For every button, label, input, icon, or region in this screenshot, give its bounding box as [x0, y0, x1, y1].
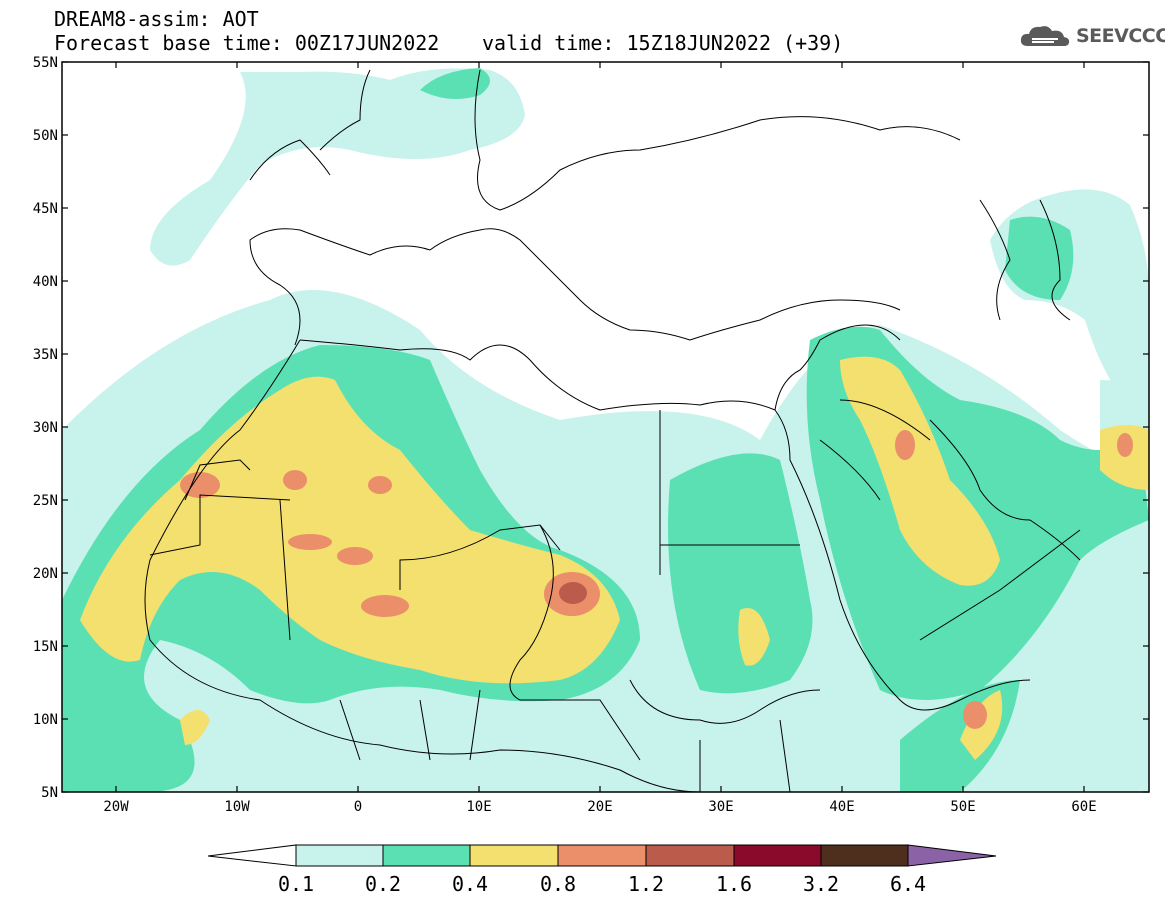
lat-label: 45N — [33, 201, 58, 217]
latitude-labels: 55N 50N 45N 40N 35N 30N 25N 20N 15N 10N … — [33, 55, 58, 801]
colorbar-segment — [469, 844, 559, 867]
lon-label: 10W — [224, 799, 250, 815]
lat-label: 35N — [33, 347, 58, 363]
lon-label: 20W — [103, 799, 129, 815]
lat-label: 20N — [33, 566, 58, 582]
lat-label: 30N — [33, 420, 58, 436]
cloud-icon — [1020, 26, 1070, 46]
aot-shading — [62, 68, 1149, 792]
valid-time: valid time: 15Z18JUN2022 (+39) — [482, 31, 844, 55]
lat-label: 50N — [33, 128, 58, 144]
seevccc-logo: SEEVCCC — [1018, 22, 1165, 50]
colorbar-segment — [295, 844, 384, 867]
lon-label: 60E — [1071, 799, 1096, 815]
colorbar-label: 0.8 — [540, 872, 576, 896]
lat-label: 15N — [33, 639, 58, 655]
colorbar-segment — [645, 844, 735, 867]
lon-label: 30E — [708, 799, 733, 815]
colorbar-right-arrow — [907, 844, 997, 867]
lon-label: 10E — [466, 799, 491, 815]
colorbar-left-arrow — [207, 844, 297, 867]
lat-label: 5N — [41, 785, 58, 801]
axis-ticks — [62, 61, 1149, 793]
lon-label: 20E — [587, 799, 612, 815]
longitude-labels: 20W 10W 0 10E 20E 30E 40E 50E 60E — [103, 799, 1096, 815]
lat-label: 55N — [33, 55, 58, 71]
lon-label: 0 — [354, 799, 362, 815]
colorbar: 0.1 0.2 0.4 0.8 1.2 1.6 3.2 6.4 — [207, 844, 997, 896]
colorbar-segment — [382, 844, 471, 867]
colorbar-label: 0.1 — [278, 872, 314, 896]
lat-label: 10N — [33, 712, 58, 728]
forecast-base-time: Forecast base time: 00Z17JUN2022 — [54, 31, 440, 55]
coastlines — [144, 69, 1081, 792]
aot-band-1.2 — [559, 582, 587, 604]
colorbar-label: 6.4 — [890, 872, 926, 896]
colorbar-segment — [557, 844, 647, 867]
lon-label: 40E — [829, 799, 854, 815]
lat-label: 40N — [33, 274, 58, 290]
colorbar-label: 1.2 — [628, 872, 664, 896]
lat-label: 25N — [33, 493, 58, 509]
colorbar-label: 3.2 — [803, 872, 839, 896]
colorbar-segment — [733, 844, 822, 867]
lon-label: 50E — [950, 799, 975, 815]
aot-band-0.8 — [180, 430, 1133, 729]
colorbar-label: 1.6 — [716, 872, 752, 896]
colorbar-label: 0.4 — [452, 872, 488, 896]
logo-text: SEEVCCC — [1076, 25, 1165, 47]
colorbar-segment — [820, 844, 909, 867]
map-title: DREAM8-assim: AOT — [54, 7, 259, 31]
colorbar-label: 0.2 — [365, 872, 401, 896]
